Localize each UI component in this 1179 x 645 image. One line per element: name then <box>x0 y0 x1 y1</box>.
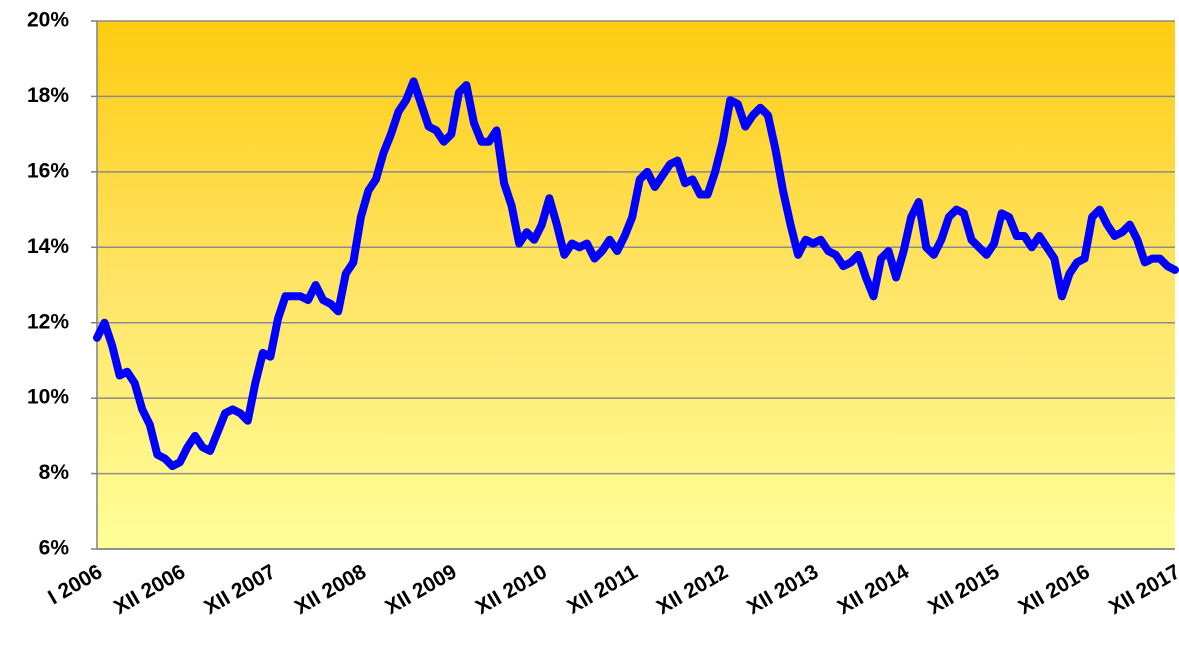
data-line <box>93 77 1179 471</box>
y-tick-label: 14% <box>27 235 69 258</box>
x-tick-label: XII 2014 <box>834 560 914 619</box>
x-tick-label: XII 2008 <box>291 560 371 619</box>
x-tick-label: XII 2010 <box>472 560 551 619</box>
x-tick-label: XII 2009 <box>381 560 460 619</box>
x-tick-label: XII 2016 <box>1015 560 1094 619</box>
y-tick-label: 20% <box>27 9 69 32</box>
x-tick-label: XII 2015 <box>924 560 1004 619</box>
y-tick-label: 18% <box>27 84 69 107</box>
x-tick-label: XII 2017 <box>1105 560 1179 619</box>
x-tick-label: I 2006 <box>44 560 106 609</box>
plot-area <box>97 21 1175 549</box>
x-tick-label: XII 2013 <box>743 560 822 619</box>
x-tick-label: XII 2012 <box>653 560 732 619</box>
y-tick-label: 10% <box>27 386 69 409</box>
x-tick-label: XII 2007 <box>200 560 279 619</box>
x-tick-label: XII 2011 <box>563 560 642 619</box>
y-tick-label: 16% <box>27 159 69 182</box>
y-tick-label: 12% <box>27 310 69 333</box>
y-tick-label: 6% <box>39 537 70 560</box>
x-tick-label: XII 2006 <box>110 560 189 619</box>
y-tick-label: 8% <box>39 461 70 484</box>
